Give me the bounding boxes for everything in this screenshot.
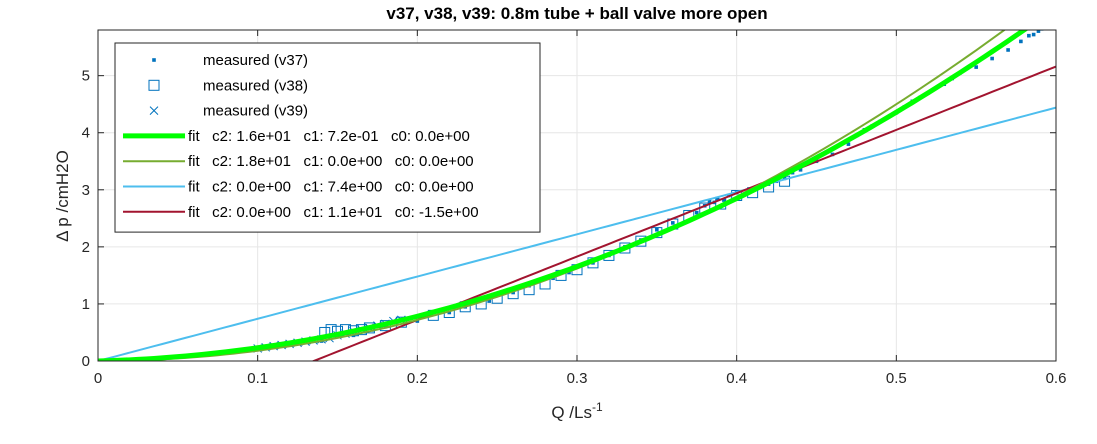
x-axis: 0 0.1 0.2 0.3 0.4 0.5 0.6 [94,30,1067,387]
data-point [707,199,712,204]
y-tick-label: 0 [82,353,90,370]
data-point [715,196,720,201]
data-point [974,65,978,69]
y-tick-label: 1 [82,296,90,313]
data-point [1031,32,1036,37]
data-point [846,142,851,146]
x-tick-label: 0.1 [247,370,268,387]
data-point [1019,39,1023,44]
legend: measured (v37) measured (v38) measured (v3… [114,42,541,233]
x-tick-label: 0.3 [567,370,588,387]
data-point [1036,30,1041,33]
legend-label: measured (v38) [203,77,308,94]
legend-label: measured (v37) [203,52,308,69]
x-tick-label: 0.2 [407,370,428,387]
data-point [487,299,491,303]
x-axis-label: Q /Ls-1 [551,400,603,422]
data-point [415,319,420,323]
chart-title: v37, v38, v39: 0.8m tube + ball valve mo… [386,4,767,23]
legend-symbol [149,106,159,115]
x-axis-label-text: Q /Ls [551,403,592,422]
data-point [798,168,803,172]
fit-line [98,106,1056,361]
data-point [1006,48,1010,52]
data-point [694,210,699,215]
plot-clipped-group [98,30,1056,361]
y-tick-label: 2 [82,239,90,256]
legend-label: fit c2: 0.0e+00 c1: 7.4e+00 c0: 0.0e+00 [188,179,474,196]
data-point [990,56,994,61]
data-point [1027,33,1031,38]
x-tick-label: 0 [94,370,102,387]
legend-symbol [152,58,156,62]
legend-box [114,42,541,233]
x-axis-label-superscript: -1 [592,400,603,414]
data-point [722,198,726,202]
legend-symbol [148,79,160,91]
y-axis: 0 1 2 3 4 5 [82,68,1056,370]
legend-label: fit c2: 0.0e+00 c1: 1.1e+01 c0: -1.5e+00 [188,204,479,221]
legend-label: fit c2: 1.6e+01 c1: 7.2e-01 c0: 0.0e+00 [188,128,470,145]
legend-label: fit c2: 1.8e+01 c1: 0.0e+00 c0: 0.0e+00 [188,153,474,170]
data-point [655,227,659,232]
plot-area [98,30,1056,361]
x-tick-label: 0.6 [1046,370,1067,387]
data-point [671,221,675,225]
data-point [447,310,452,315]
y-tick-label: 5 [82,68,90,85]
y-tick-label: 4 [82,125,90,142]
y-tick-label: 3 [82,182,90,199]
fit-line [311,65,1056,361]
legend-label: measured (v39) [203,103,308,120]
x-tick-label: 0.4 [726,370,747,387]
x-tick-label: 0.5 [886,370,907,387]
y-axis-label: Δ p /cmH2O [53,150,72,242]
fit-line [98,30,1029,361]
